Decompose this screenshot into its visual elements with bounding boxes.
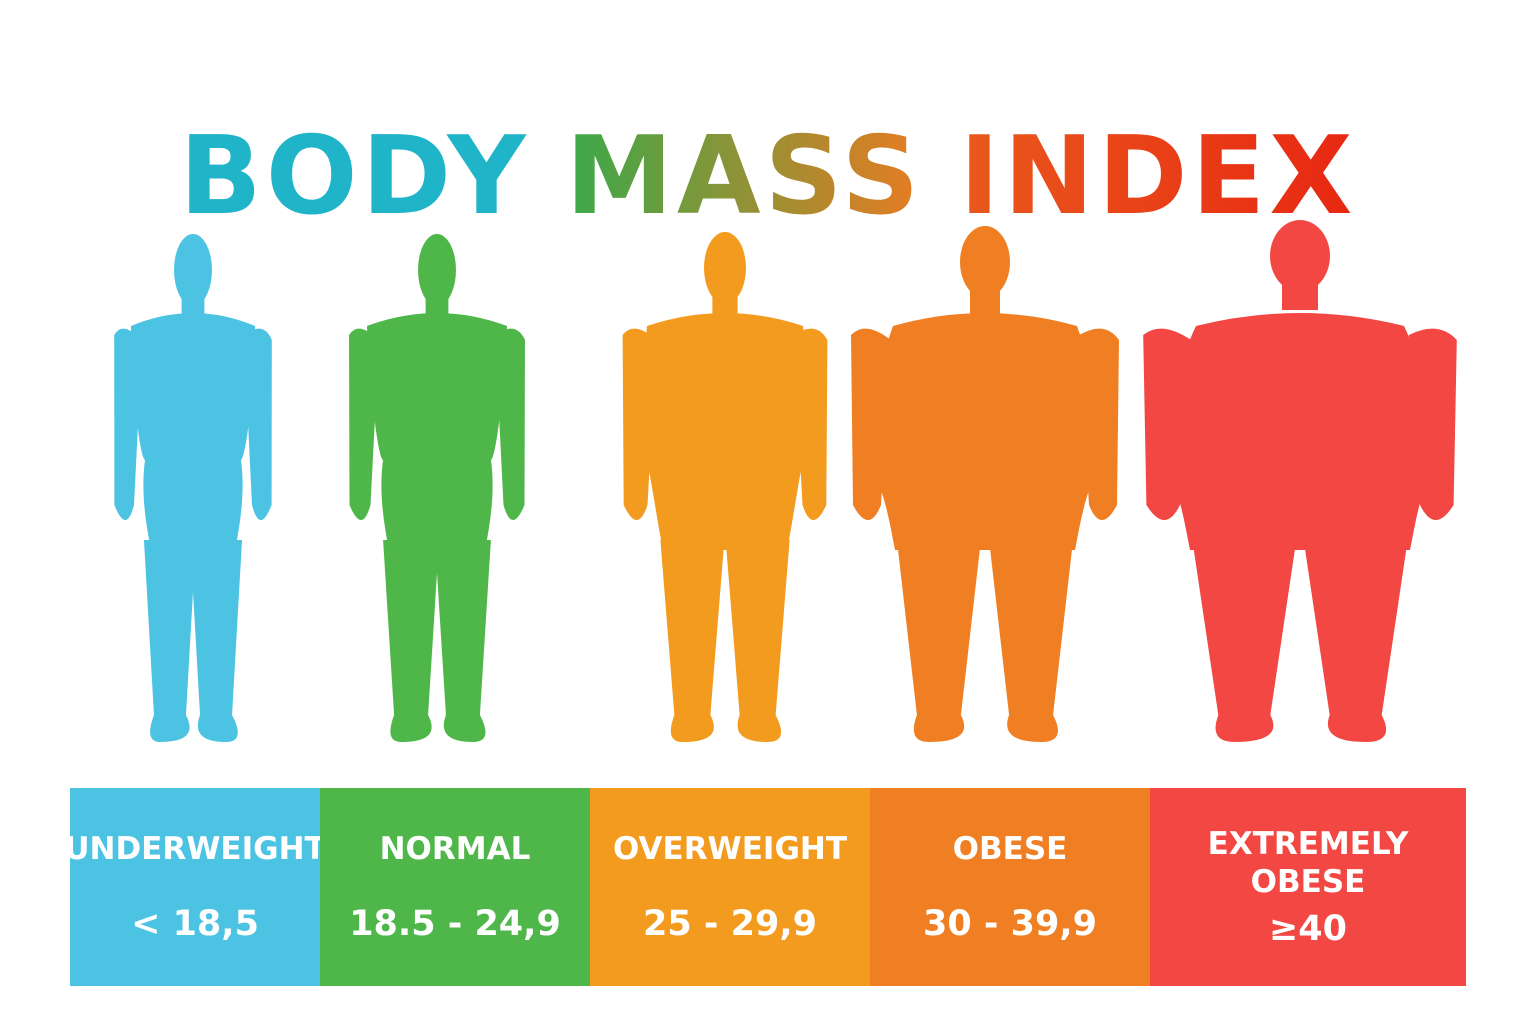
bmi-category-underweight: UNDERWEIGHT < 18,5 — [64, 788, 326, 986]
bmi-category-normal: NORMAL 18.5 - 24,9 — [320, 788, 590, 986]
page-title: BODY MASS INDEX — [0, 112, 1536, 242]
category-label: NORMAL — [379, 831, 531, 867]
person-silhouette-underweight-icon — [114, 234, 272, 742]
person-silhouette-obese-icon — [851, 226, 1119, 742]
category-label: UNDERWEIGHT — [64, 831, 326, 867]
person-silhouette-normal-icon — [349, 234, 525, 742]
title-word-body: BODY — [179, 114, 530, 240]
category-label: EXTREMELY OBESE — [1207, 826, 1409, 900]
category-label: OVERWEIGHT — [613, 831, 847, 867]
body-figures — [114, 220, 1457, 742]
bmi-category-overweight: OVERWEIGHT 25 - 29,9 — [590, 788, 870, 986]
bmi-category-obese: OBESE 30 - 39,9 — [870, 788, 1150, 986]
title-word-index: INDEX — [959, 112, 1356, 242]
category-range: 18.5 - 24,9 — [349, 904, 561, 944]
category-range: 25 - 29,9 — [643, 904, 817, 944]
person-silhouette-overweight-icon — [622, 232, 828, 742]
bmi-scale: UNDERWEIGHT < 18,5 NORMAL 18.5 - 24,9 OV… — [64, 788, 1466, 986]
bmi-category-extremely-obese: EXTREMELY OBESE ≥40 — [1150, 788, 1466, 986]
person-silhouette-extremely-obese-icon — [1143, 220, 1457, 742]
category-range: ≥40 — [1268, 909, 1348, 949]
category-label: OBESE — [952, 831, 1068, 867]
title-word-mass: MASS — [566, 112, 924, 242]
category-range: 30 - 39,9 — [923, 904, 1097, 944]
category-range: < 18,5 — [131, 904, 259, 944]
